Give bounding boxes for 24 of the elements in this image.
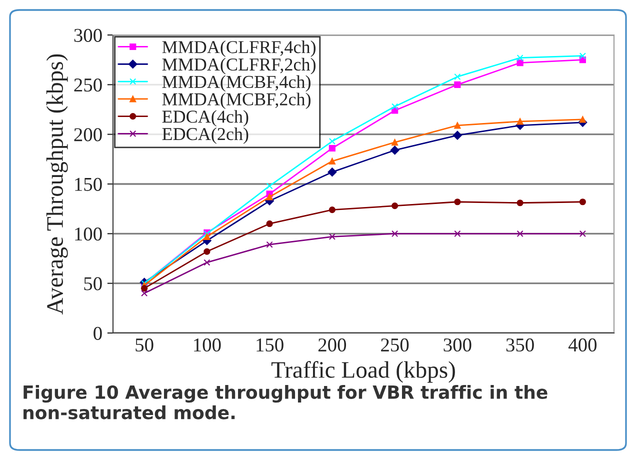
legend-label: EDCA(2ch) bbox=[162, 127, 248, 144]
x-tick-label: 50 bbox=[136, 338, 154, 352]
y-tick-label: 300 bbox=[74, 28, 102, 42]
x-tick-label: 300 bbox=[444, 338, 472, 352]
x-tick-label: 200 bbox=[318, 338, 346, 352]
y-axis-title: Average Throughput (kbps) bbox=[46, 54, 68, 314]
x-tick-label: 250 bbox=[381, 338, 409, 352]
x-tick-label: 150 bbox=[256, 338, 284, 352]
y-tick-label: 150 bbox=[75, 178, 102, 191]
legend-label: MMDA(CLFRF,4ch) bbox=[162, 40, 316, 57]
y-tick-label: 250 bbox=[74, 78, 102, 92]
x-tick-label: 100 bbox=[194, 338, 221, 352]
y-tick-label: 100 bbox=[75, 227, 102, 241]
x-tick-label: 400 bbox=[568, 338, 597, 352]
y-tick-label: 200 bbox=[74, 128, 102, 142]
y-tick-label: 50 bbox=[84, 277, 102, 290]
legend-label: EDCA(4ch) bbox=[162, 110, 248, 126]
caption: Figure 10 Average throughput for VBR traffic in the non-saturated mode. bbox=[24, 385, 548, 420]
legend-label: MMDA(MCBF,4ch) bbox=[162, 75, 310, 92]
y-tick-label: 0 bbox=[94, 326, 102, 340]
legend-label: MMDA(CLFRF,2ch) bbox=[162, 58, 316, 74]
legend-label: MMDA(MCBF,2ch) bbox=[162, 92, 310, 110]
x-tick-label: 350 bbox=[506, 338, 534, 352]
x-axis-title: Traffic Load (kbps) bbox=[271, 361, 455, 383]
